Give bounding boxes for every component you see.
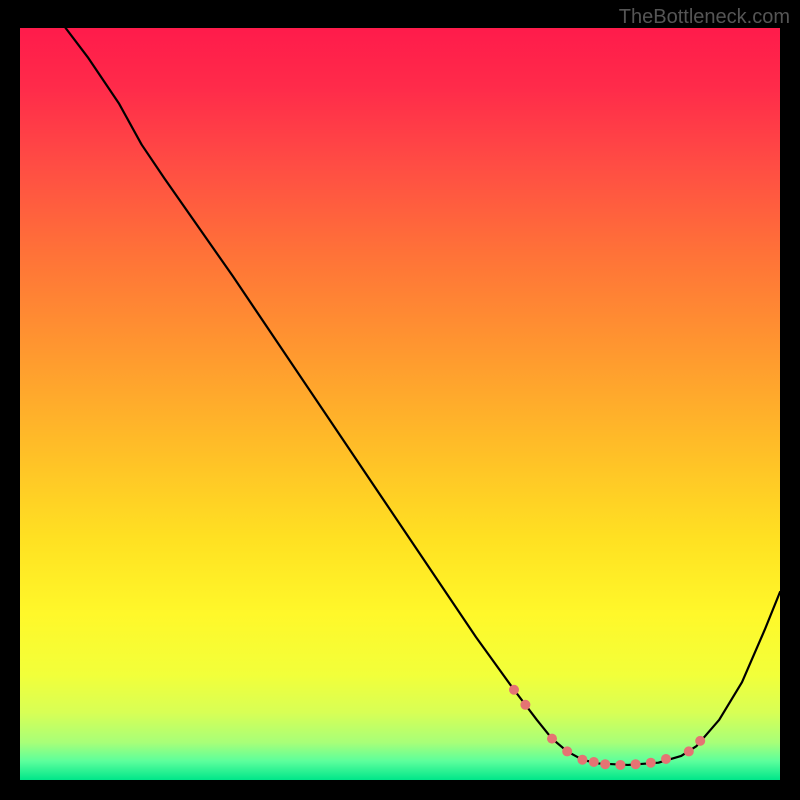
- curve-marker: [577, 755, 587, 765]
- bottleneck-curve: [66, 28, 780, 765]
- curve-marker: [589, 757, 599, 767]
- curve-marker: [509, 685, 519, 695]
- curve-marker: [631, 759, 641, 769]
- curve-marker: [615, 760, 625, 770]
- curve-marker: [695, 736, 705, 746]
- curve-marker: [684, 746, 694, 756]
- curve-marker: [520, 700, 530, 710]
- curve-layer: [20, 28, 780, 780]
- curve-marker: [547, 734, 557, 744]
- plot-area: [20, 28, 780, 780]
- curve-marker: [562, 746, 572, 756]
- curve-marker: [646, 758, 656, 768]
- chart-canvas: TheBottleneck.com: [0, 0, 800, 800]
- watermark-text: TheBottleneck.com: [619, 6, 790, 29]
- curve-marker: [600, 759, 610, 769]
- curve-marker: [661, 754, 671, 764]
